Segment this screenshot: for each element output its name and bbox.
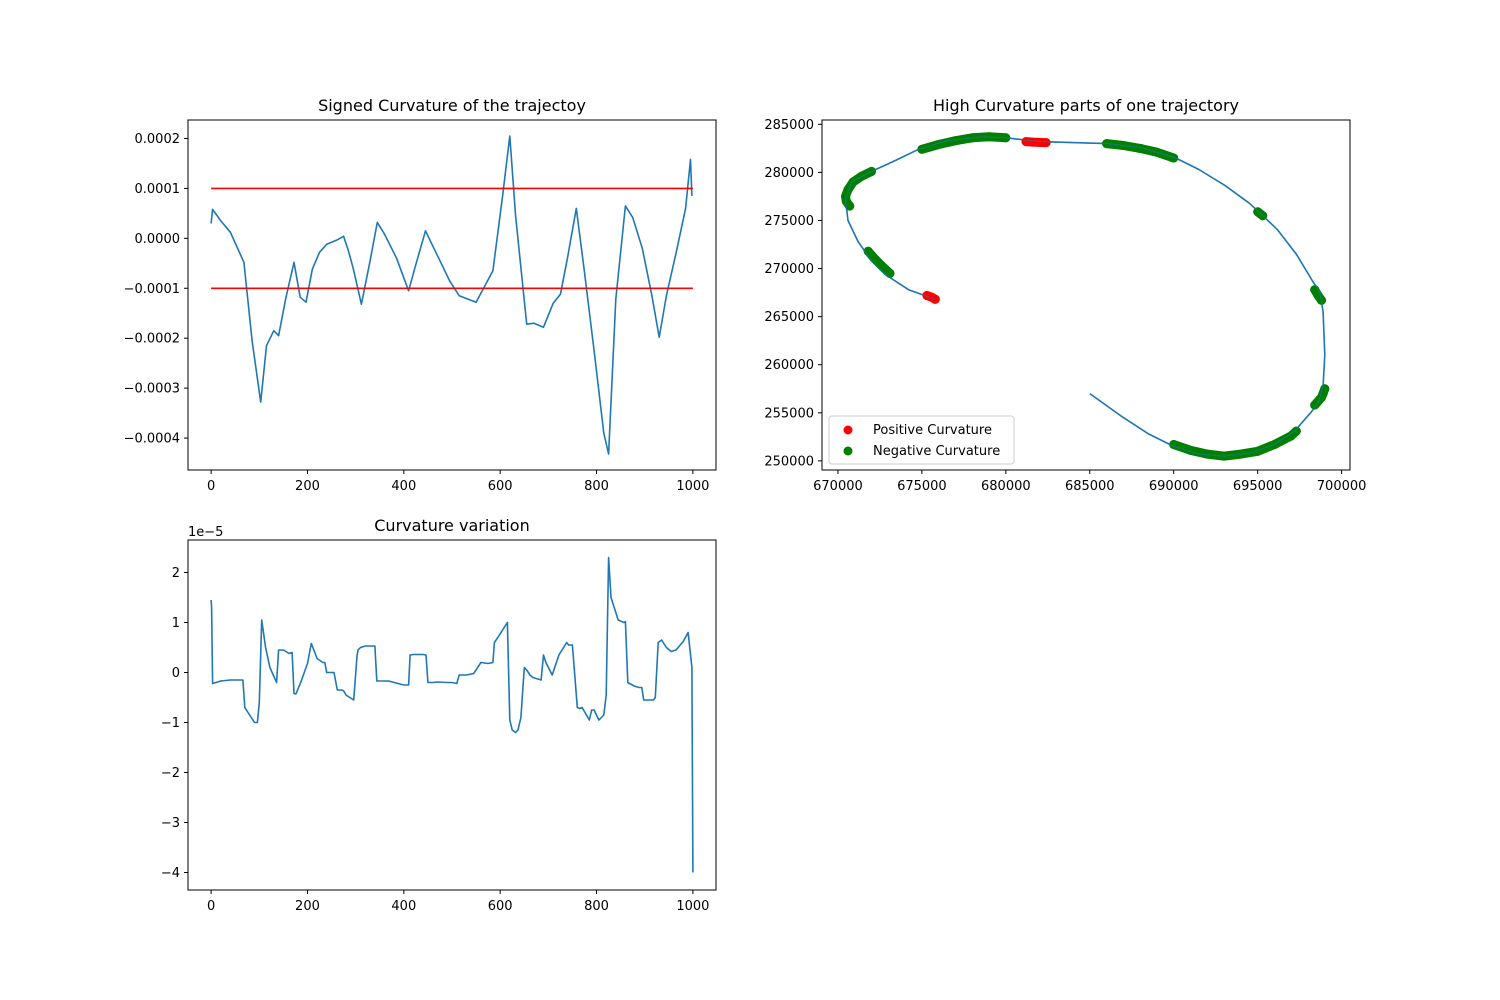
high-curvature-xtick-label: 675000 bbox=[897, 479, 947, 494]
high-curvature-ytick-label: 255000 bbox=[764, 406, 814, 421]
high-curvature-xtick-label: 670000 bbox=[813, 479, 863, 494]
legend-marker-negative bbox=[843, 446, 853, 456]
signed-curvature-ytick-label: 0.0002 bbox=[135, 132, 181, 147]
curvature-variation-xtick-label: 600 bbox=[488, 899, 513, 914]
curvature-variation-ytick-label: 2 bbox=[172, 566, 180, 581]
trajectory-line bbox=[844, 136, 1326, 457]
signed-curvature-series-line-0 bbox=[210, 135, 693, 455]
curvature-variation-ytick-label: −2 bbox=[161, 766, 180, 781]
legend-label-negative: Negative Curvature bbox=[873, 444, 1000, 459]
signed-curvature-axes-frame bbox=[187, 119, 717, 471]
negative-curvature-point bbox=[870, 254, 880, 264]
negative-curvature-point bbox=[885, 268, 895, 278]
curvature-variation-title: Curvature variation bbox=[374, 516, 529, 535]
signed-curvature-xtick-label: 800 bbox=[584, 479, 609, 494]
curvature-variation-ytick-label: 1 bbox=[172, 616, 180, 631]
curvature-variation-xtick-label: 800 bbox=[584, 899, 609, 914]
signed-curvature-xtick-label: 200 bbox=[295, 479, 320, 494]
legend: Positive Curvature Negative Curvature bbox=[828, 415, 1015, 465]
signed-curvature-subplot: Signed Curvature of the trajectoy 0 200 40… bbox=[124, 96, 717, 494]
signed-curvature-ytick-label: 0.0000 bbox=[135, 232, 181, 247]
signed-curvature-title: Signed Curvature of the trajectoy bbox=[318, 96, 586, 115]
high-curvature-ytick-label: 250000 bbox=[764, 454, 814, 469]
signed-curvature-xtick-label: 400 bbox=[391, 479, 416, 494]
high-curvature-axes-frame bbox=[821, 119, 1351, 471]
signed-curvature-ytick-label: −0.0003 bbox=[124, 382, 180, 397]
curvature-variation-xtick-label: 400 bbox=[391, 899, 416, 914]
negative-curvature-point bbox=[1135, 143, 1145, 153]
curvature-variation-subplot: Curvature variation 1e−5 0 200 400 600 800 10… bbox=[161, 516, 717, 914]
high-curvature-xtick-label: 690000 bbox=[1149, 479, 1199, 494]
negative-curvature-point bbox=[951, 136, 960, 146]
signed-curvature-xtick-label: 0 bbox=[207, 479, 215, 494]
signed-curvature-xtick-label: 1000 bbox=[676, 479, 709, 494]
signed-curvature-ytick-label: −0.0004 bbox=[124, 432, 180, 447]
curvature-variation-ytick-label: −1 bbox=[161, 716, 180, 731]
high-curvature-xtick-label: 695000 bbox=[1233, 479, 1283, 494]
curvature-variation-ytick-label: −3 bbox=[161, 816, 180, 831]
curvature-variation-ytick-label: −4 bbox=[161, 866, 180, 881]
signed-curvature-ytick-label: 0.0001 bbox=[135, 182, 181, 197]
curvature-variation-xtick-label: 1000 bbox=[676, 899, 709, 914]
high-curvature-xtick-label: 680000 bbox=[981, 479, 1031, 494]
signed-curvature-ytick-label: −0.0002 bbox=[124, 332, 180, 347]
curvature-variation-xtick-label: 0 bbox=[207, 899, 215, 914]
high-curvature-xtick-label: 700000 bbox=[1317, 479, 1367, 494]
high-curvature-ytick-label: 280000 bbox=[764, 166, 814, 181]
legend-box bbox=[828, 415, 1015, 465]
negative-curvature-point-cluster bbox=[863, 246, 895, 278]
high-curvature-ytick-label: 270000 bbox=[764, 262, 814, 277]
curvature-variation-ytick-label: 0 bbox=[172, 666, 180, 681]
positive-curvature-point bbox=[1034, 137, 1044, 147]
negative-curvature-point bbox=[877, 261, 887, 271]
legend-marker-positive bbox=[843, 425, 853, 435]
negative-curvature-point bbox=[1291, 426, 1301, 436]
high-curvature-subplot: High Curvature parts of one trajectory 6… bbox=[764, 96, 1366, 494]
high-curvature-ytick-label: 260000 bbox=[764, 358, 814, 373]
signed-curvature-xtick-label: 600 bbox=[488, 479, 513, 494]
high-curvature-ytick-label: 285000 bbox=[764, 118, 814, 133]
positive-curvature-point bbox=[1041, 138, 1051, 148]
curvature-variation-xtick-label: 200 bbox=[295, 899, 320, 914]
positive-curvature-point bbox=[1028, 137, 1038, 147]
curvature-variation-series-line-0 bbox=[210, 556, 694, 873]
high-curvature-title: High Curvature parts of one trajectory bbox=[933, 96, 1239, 115]
high-curvature-ytick-label: 275000 bbox=[764, 214, 814, 229]
curvature-variation-axes-frame bbox=[187, 539, 717, 891]
high-curvature-xtick-label: 685000 bbox=[1065, 479, 1115, 494]
curvature-variation-offset-text: 1e−5 bbox=[188, 525, 223, 540]
high-curvature-ytick-label: 265000 bbox=[764, 310, 814, 325]
legend-label-positive: Positive Curvature bbox=[873, 423, 992, 438]
trajectory-line-overlay bbox=[844, 136, 1326, 457]
signed-curvature-ytick-label: −0.0001 bbox=[124, 282, 180, 297]
negative-curvature-point bbox=[845, 201, 855, 211]
negative-curvature-point bbox=[1202, 449, 1212, 459]
